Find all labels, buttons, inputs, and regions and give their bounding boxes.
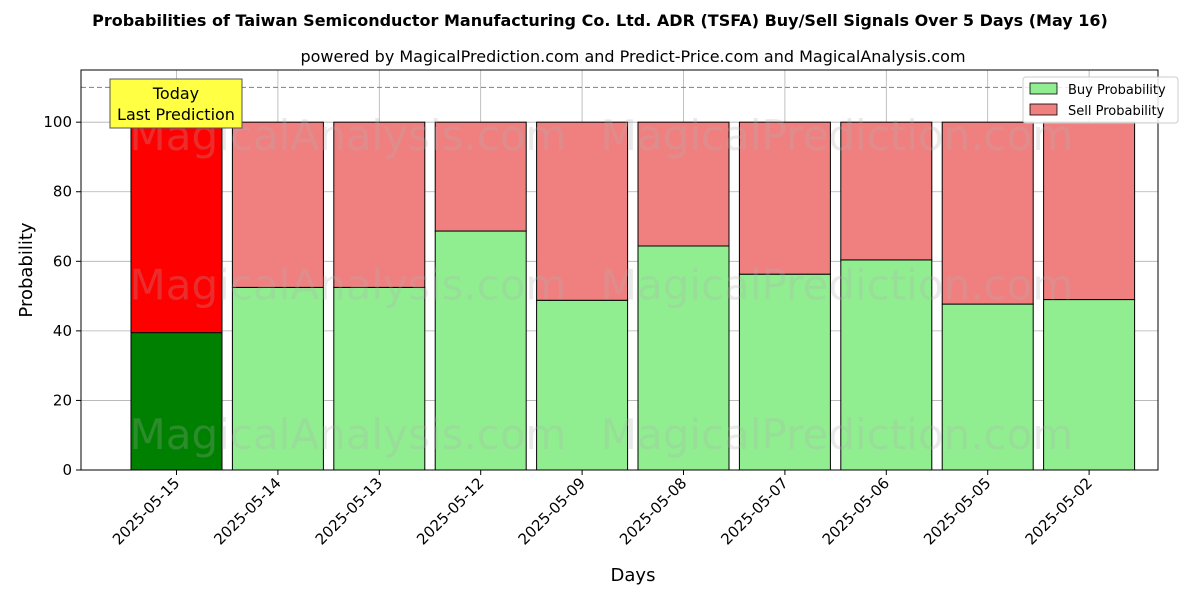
y-tick-label: 100 <box>43 113 72 131</box>
legend-buy-swatch <box>1029 82 1058 95</box>
buy-bar <box>941 303 1034 471</box>
y-ticks: 0 20 40 60 80 100 <box>43 113 81 479</box>
x-tick-label: 2025-05-09 <box>515 474 589 548</box>
sell-bar <box>536 121 629 301</box>
buy-bar <box>1043 299 1136 471</box>
watermark-text: MagicalPrediction.com <box>601 111 1074 160</box>
x-axis-label: Days <box>611 565 656 586</box>
y-tick-label: 40 <box>53 322 72 340</box>
x-tick-label: 2025-05-05 <box>920 474 994 548</box>
y-tick-label: 80 <box>53 183 72 201</box>
y-tick-label: 20 <box>53 391 72 409</box>
sell-bar <box>231 121 324 288</box>
x-tick-label: 2025-05-07 <box>717 474 791 548</box>
x-tick-label: 2025-05-14 <box>210 474 284 548</box>
sell-bar <box>434 121 527 232</box>
sell-bar <box>637 121 730 247</box>
sell-bar <box>840 121 933 261</box>
sell-bar <box>738 121 831 275</box>
sell-bar <box>941 121 1034 305</box>
buy-bar <box>738 273 831 471</box>
bars <box>130 121 1136 471</box>
chart-subtitle: powered by MagicalPrediction.com and Pre… <box>300 47 965 66</box>
legend: Buy Probability Sell Probability <box>1022 76 1179 124</box>
legend-buy-label: Buy Probability <box>1068 83 1166 98</box>
sell-bar <box>130 121 223 334</box>
sell-bar <box>333 121 426 288</box>
watermark-text: MagicalAnalysis.com <box>130 261 567 310</box>
y-tick-label: 60 <box>53 252 72 270</box>
chart-title: Probabilities of Taiwan Semiconductor Ma… <box>92 11 1108 30</box>
annotation-box <box>109 78 243 129</box>
legend-box <box>1022 76 1179 124</box>
y-tick-label: 0 <box>62 461 72 479</box>
sell-bar <box>1043 121 1136 301</box>
legend-sell-label: Sell Probability <box>1068 104 1165 119</box>
plot-frame <box>80 69 1159 471</box>
x-tick-label: 2025-05-15 <box>109 474 183 548</box>
x-tick-label: 2025-05-02 <box>1022 474 1096 548</box>
watermark-text: MagicalPrediction.com <box>601 261 1074 310</box>
buy-bar <box>637 245 730 471</box>
annotation: Today Last Prediction <box>109 78 243 129</box>
watermark-text: MagicalPrediction.com <box>601 410 1074 459</box>
buy-bar <box>536 299 629 471</box>
buy-bar <box>434 230 527 471</box>
x-tick-label: 2025-05-12 <box>413 474 487 548</box>
watermark-text: MagicalAnalysis.com <box>130 410 567 459</box>
buy-bar <box>231 286 324 471</box>
buy-bar <box>333 286 426 471</box>
watermarks: MagicalAnalysis.com MagicalPrediction.com… <box>130 111 1074 459</box>
x-tick-label: 2025-05-13 <box>312 474 386 548</box>
annotation-line-2: Last Prediction <box>117 105 235 124</box>
x-tick-label: 2025-05-06 <box>819 474 893 548</box>
x-ticks: 2025-05-15 2025-05-14 2025-05-13 2025-05-12… <box>109 470 1096 548</box>
y-axis-label: Probability <box>16 222 37 317</box>
legend-sell-swatch <box>1029 103 1058 116</box>
annotation-line-1: Today <box>152 84 199 103</box>
x-tick-label: 2025-05-08 <box>616 474 690 548</box>
